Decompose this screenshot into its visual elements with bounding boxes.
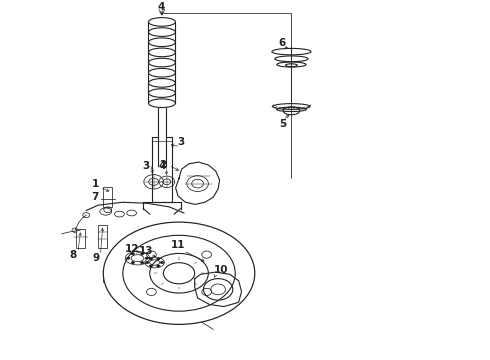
Circle shape: [156, 257, 160, 260]
FancyBboxPatch shape: [103, 187, 112, 207]
Text: 4: 4: [158, 161, 166, 171]
FancyBboxPatch shape: [98, 225, 107, 248]
Circle shape: [149, 265, 153, 267]
Circle shape: [149, 257, 153, 260]
Circle shape: [145, 257, 149, 260]
Circle shape: [156, 265, 160, 267]
Text: 7: 7: [91, 192, 98, 202]
Circle shape: [140, 252, 144, 255]
Text: 3: 3: [143, 161, 150, 171]
Circle shape: [147, 288, 156, 296]
Text: 8: 8: [70, 250, 76, 260]
Circle shape: [202, 251, 212, 258]
Circle shape: [146, 261, 149, 264]
Circle shape: [131, 261, 135, 264]
Text: 11: 11: [171, 240, 185, 250]
Circle shape: [140, 261, 144, 264]
Circle shape: [126, 257, 130, 260]
Circle shape: [202, 288, 212, 296]
Text: 3: 3: [177, 138, 184, 147]
Text: 5: 5: [279, 120, 287, 130]
Circle shape: [147, 251, 156, 258]
Text: 2: 2: [159, 160, 167, 170]
FancyBboxPatch shape: [76, 229, 85, 248]
Text: 13: 13: [139, 246, 153, 256]
Circle shape: [131, 252, 135, 255]
Text: 6: 6: [278, 38, 286, 48]
Text: 12: 12: [124, 244, 139, 254]
Text: 4: 4: [157, 2, 165, 12]
Text: 1: 1: [91, 179, 98, 189]
Text: 9: 9: [93, 253, 100, 263]
Circle shape: [160, 261, 164, 264]
Text: 10: 10: [213, 265, 228, 275]
